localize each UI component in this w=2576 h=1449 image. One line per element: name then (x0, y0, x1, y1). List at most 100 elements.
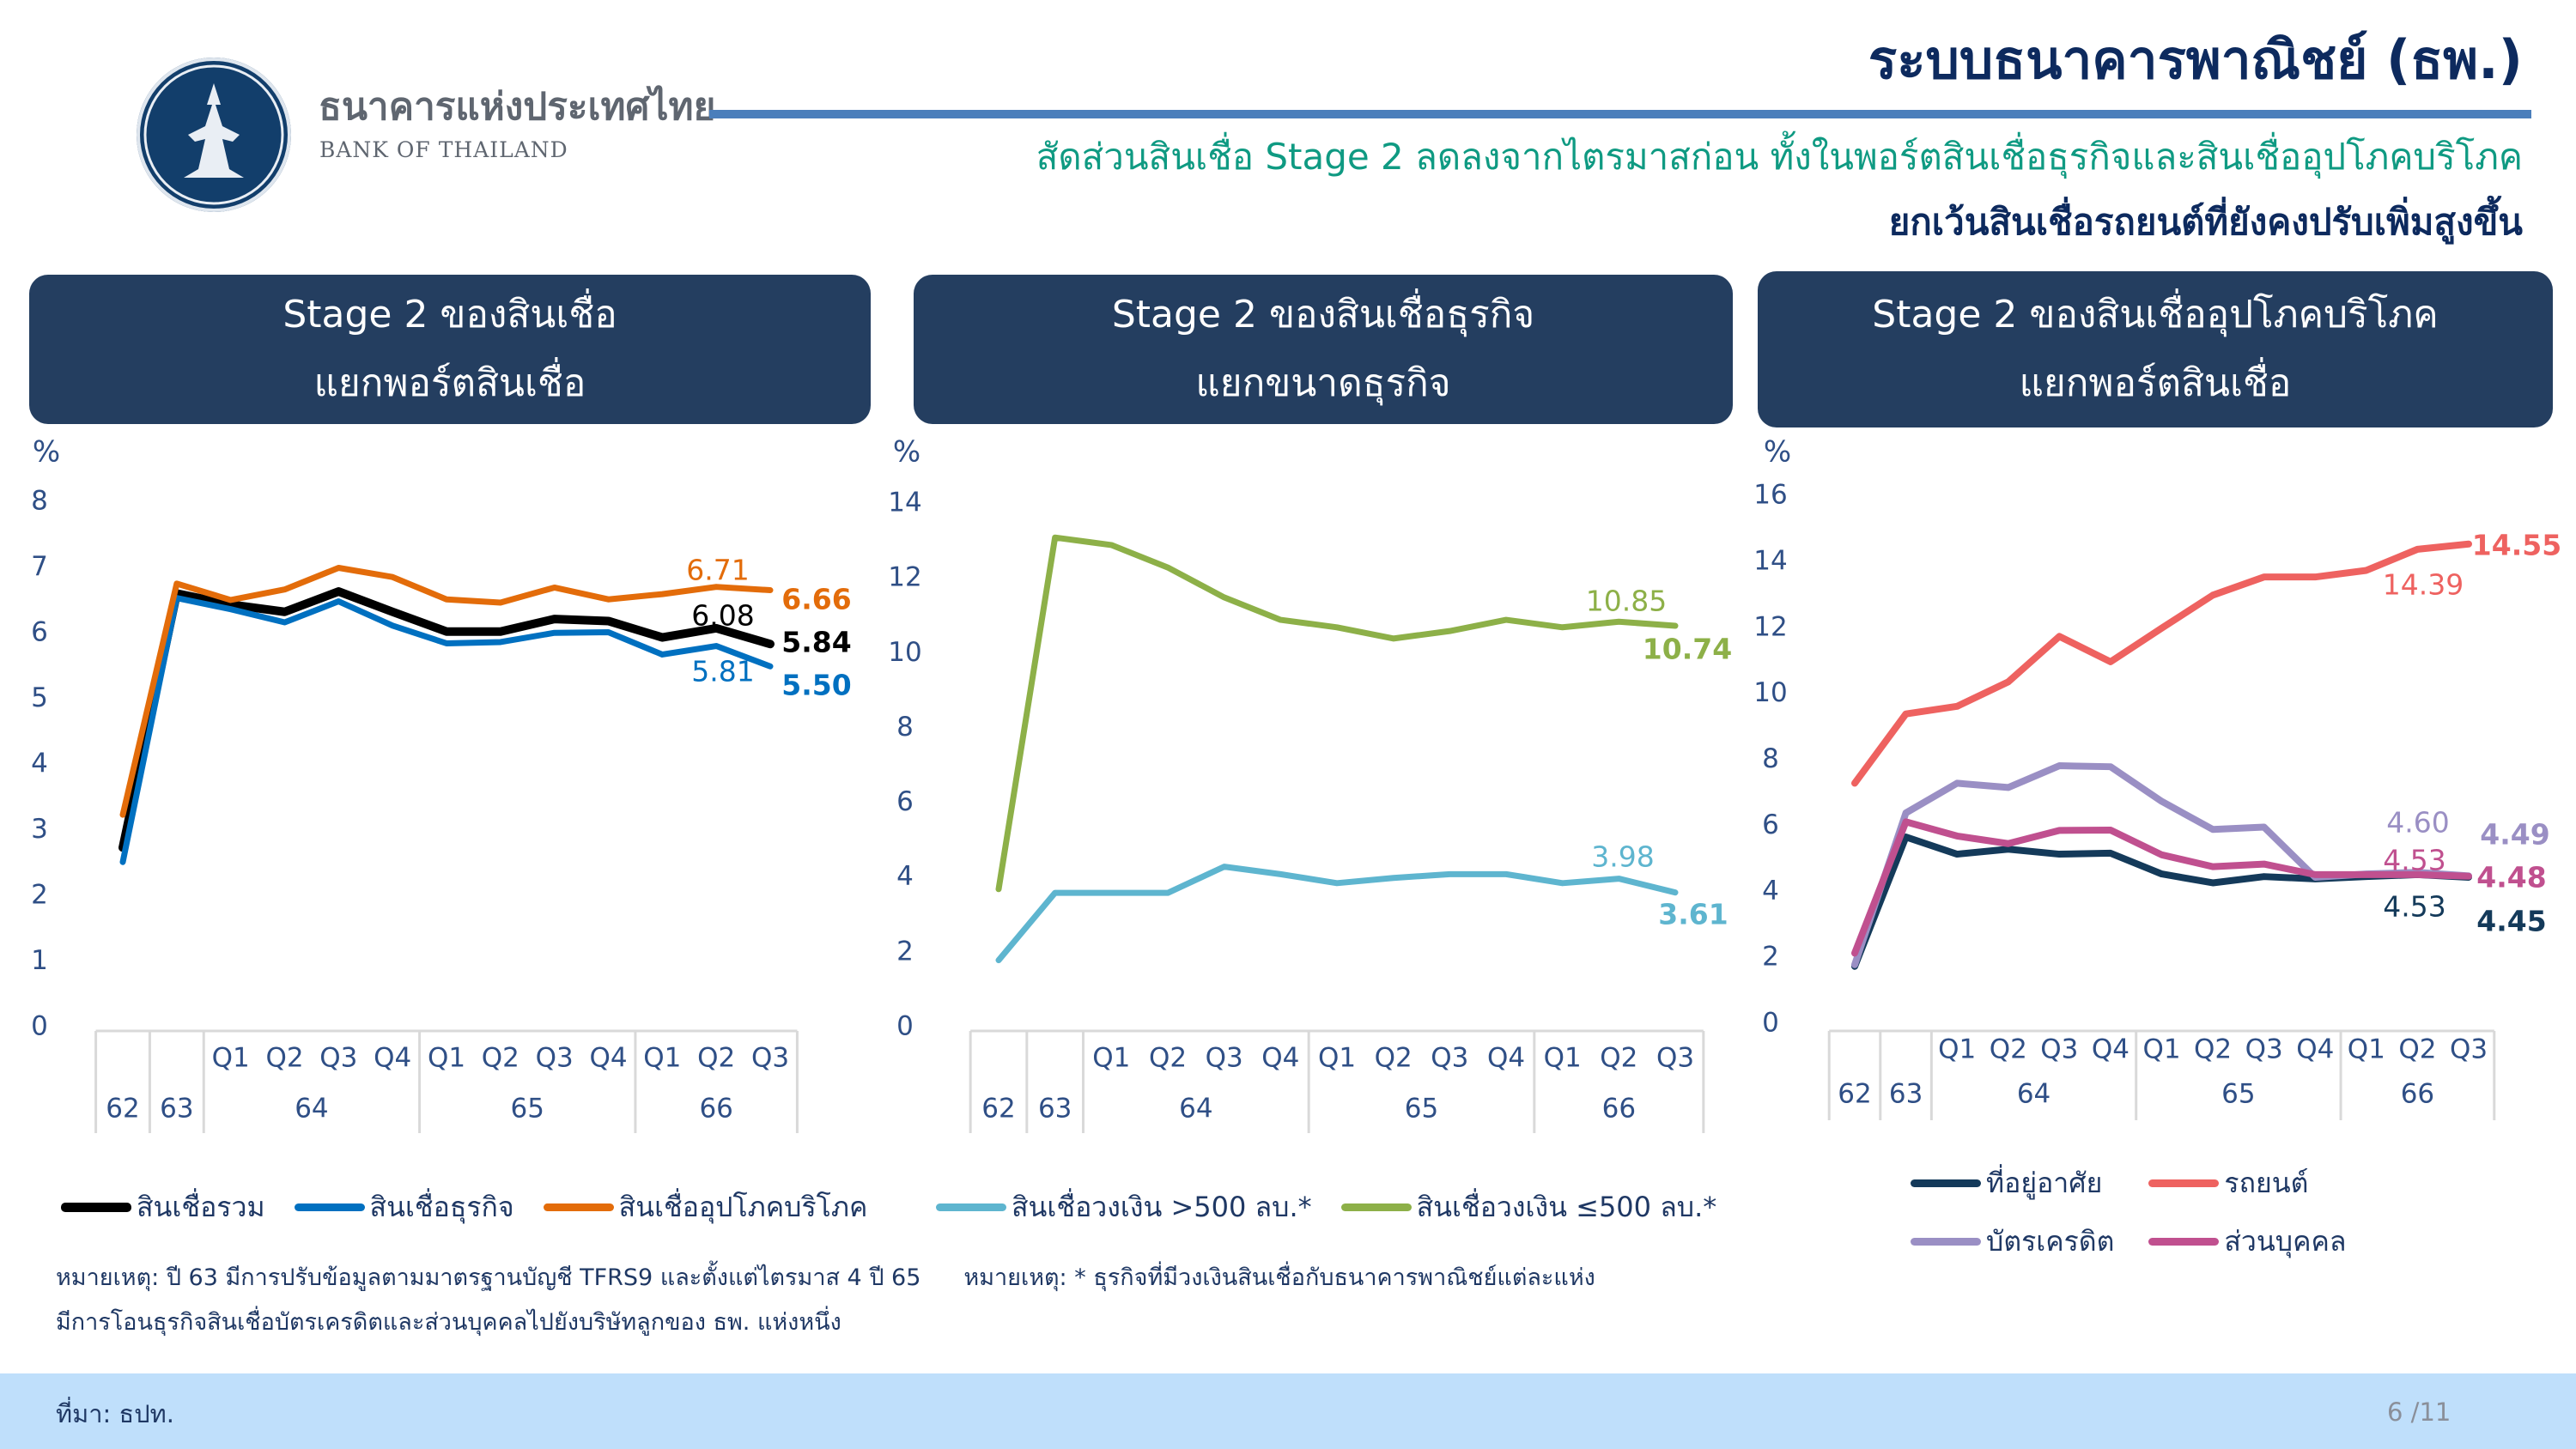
legend-swatch (2148, 1179, 2220, 1187)
x-quarter-label: Q1 (1938, 1034, 1976, 1065)
x-year-label: 64 (1179, 1094, 1212, 1125)
y-tick-label: 3 (31, 814, 48, 845)
legend-swatch (294, 1203, 365, 1211)
x-year-label: 63 (1889, 1079, 1923, 1110)
y-tick-label: 10 (888, 637, 921, 668)
x-year-label: 66 (1602, 1094, 1636, 1125)
subtitle-line-2: ยกเว้นสินเชื่อรถยนต์ที่ยังคงปรับเพิ่มสูง… (1888, 201, 2523, 243)
footnote-1: หมายเหตุ: ปี 63 มีการปรับข้อมูลตามมาตรฐา… (56, 1264, 920, 1337)
x-quarter-label: Q2 (1149, 1043, 1187, 1074)
panel-title-line-2: แยกพอร์ตสินเชื่อ (2019, 361, 2292, 405)
bank-of-thailand-logo (137, 58, 291, 212)
data-label: 10.85 (1586, 585, 1667, 618)
x-year-label: 65 (1405, 1094, 1438, 1125)
x-quarter-label: Q4 (1487, 1043, 1525, 1074)
legend-label: สินเชื่อวงเงิน ≤500 ลบ.* (1416, 1191, 1717, 1223)
x-year-label: 64 (2017, 1079, 2050, 1110)
panel-header-loan-portfolio: Stage 2 ของสินเชื่อ แยกพอร์ตสินเชื่อ (29, 275, 871, 424)
x-year-label: 64 (295, 1094, 328, 1125)
x-quarter-label: Q1 (1318, 1043, 1356, 1074)
legend-label: บัตรเครดิต (1986, 1225, 2115, 1258)
panel-title-line-1: Stage 2 ของสินเชื่อ (283, 293, 617, 336)
x-quarter-label: Q2 (1600, 1043, 1637, 1074)
x-year-label: 65 (2221, 1079, 2255, 1110)
legend-label: ส่วนบุคคล (2224, 1225, 2347, 1258)
legend-label: สินเชื่อธุรกิจ (369, 1191, 514, 1223)
source-text: ที่มา: ธปท. (56, 1399, 174, 1428)
panel-title-line-1: Stage 2 ของสินเชื่ออุปโภคบริโภค (1872, 293, 2439, 336)
panel-header-business-size: Stage 2 ของสินเชื่อธุรกิจ แยกขนาดธุรกิจ (914, 275, 1733, 424)
panel-header-consumer-portfolio: Stage 2 ของสินเชื่ออุปโภคบริโภค แยกพอร์ต… (1758, 271, 2553, 427)
legend-item-business-loans: สินเชื่อธุรกิจ (294, 1190, 514, 1224)
page-title: ระบบธนาคารพาณิชย์ (ธพ.) (1868, 28, 2523, 91)
x-quarter-label: Q2 (265, 1043, 303, 1074)
x-quarter-label: Q3 (2040, 1034, 2078, 1065)
data-label: 4.45 (2476, 905, 2546, 938)
data-label: 5.81 (691, 655, 754, 688)
footnote-1-line-1: หมายเหตุ: ปี 63 มีการปรับข้อมูลตามมาตรฐา… (56, 1264, 921, 1291)
legend-label: ที่อยู่อาศัย (1986, 1167, 2103, 1199)
legend-label: สินเชื่ออุปโภคบริโภค (618, 1191, 868, 1223)
x-quarter-label: Q3 (319, 1043, 357, 1074)
data-label: 3.98 (1591, 840, 1654, 874)
series-line-3 (1851, 762, 2472, 968)
data-label: 4.60 (2386, 806, 2449, 840)
y-tick-label: 8 (1762, 743, 1779, 774)
legend-swatch (61, 1202, 131, 1212)
chart-1: % 0 1 2 3 4 5 6 7 8 62 63 64 65 66 Q1 Q2 Q3 Q4 Q1 Q2 Q3 Q4 Q1 Q2… (31, 435, 852, 1133)
data-label: 14.55 (2472, 529, 2561, 562)
y-axis-unit-label: % (1764, 435, 1791, 470)
title-divider (709, 110, 2531, 118)
x-quarter-label: Q1 (2348, 1034, 2385, 1065)
x-quarter-label: Q4 (374, 1043, 411, 1074)
y-tick-label: 2 (1762, 942, 1779, 973)
data-label: 14.39 (2383, 568, 2464, 602)
data-label: 10.74 (1643, 633, 1732, 666)
legend-label: สินเชื่อรวม (137, 1191, 265, 1223)
x-quarter-label: Q4 (2296, 1034, 2334, 1065)
y-tick-label: 4 (896, 861, 914, 892)
x-quarter-label: Q3 (536, 1043, 574, 1074)
footnote-2: หมายเหตุ: * ธุรกิจที่มีวงเงินสินเชื่อกับ… (963, 1264, 1595, 1291)
legend-chart-2: สินเชื่อวงเงิน >500 ลบ.* สินเชื่อวงเงิน … (936, 1190, 1716, 1224)
legend-swatch (543, 1203, 614, 1211)
y-tick-label: 8 (896, 712, 914, 743)
x-quarter-label: Q3 (1206, 1043, 1243, 1074)
data-label: 5.84 (781, 626, 851, 659)
y-tick-label: 14 (1753, 545, 1787, 576)
legend-swatch (936, 1203, 1006, 1211)
x-year-label: 63 (160, 1094, 193, 1125)
series-line-1 (118, 587, 775, 852)
data-label: 5.50 (781, 669, 851, 702)
x-quarter-label: Q1 (2142, 1034, 2180, 1065)
bank-name-english: BANK OF THAILAND (319, 137, 568, 162)
y-tick-label: 10 (1753, 677, 1787, 708)
x-quarter-label: Q4 (2092, 1034, 2129, 1065)
y-tick-label: 5 (31, 682, 48, 713)
data-label: 4.53 (2383, 844, 2445, 877)
legend-chart-3: ที่อยู่อาศัย รถยนต์ บัตรเครดิต ส่วนบุคคล (1911, 1166, 2346, 1258)
x-quarter-label: Q3 (751, 1043, 789, 1074)
legend-label: สินเชื่อวงเงิน >500 ลบ.* (1012, 1191, 1312, 1223)
chart-2: % 0 2 4 6 8 10 12 14 62 63 64 65 66 Q1 Q2 Q3 Q4 Q1 Q2 Q3 Q4 Q1… (888, 435, 1732, 1133)
x-quarter-label: Q4 (589, 1043, 627, 1074)
panel-title-line-1: Stage 2 ของสินเชื่อธุรกิจ (1111, 293, 1535, 336)
y-tick-label: 1 (31, 945, 48, 976)
data-label: 4.53 (2383, 890, 2445, 924)
x-quarter-label: Q2 (482, 1043, 519, 1074)
x-quarter-label: Q1 (643, 1043, 681, 1074)
x-quarter-label: Q3 (1656, 1043, 1694, 1074)
legend-item-consumer-loans: สินเชื่ออุปโภคบริโภค (543, 1190, 868, 1224)
legend-chart-1: สินเชื่อรวม สินเชื่อธุรกิจ สินเชื่ออุปโภ… (61, 1190, 867, 1224)
y-axis-unit-label: % (33, 435, 60, 470)
garuda-emblem-icon (143, 64, 284, 205)
y-tick-label: 0 (1762, 1008, 1779, 1039)
y-tick-label: 2 (896, 936, 914, 967)
y-tick-label: 14 (888, 488, 921, 518)
legend-item-personal: ส่วนบุคคล (2148, 1224, 2346, 1258)
page-number: 6 /11 (2387, 1397, 2451, 1427)
x-year-label: 62 (981, 1094, 1015, 1125)
legend-item-auto: รถยนต์ (2148, 1166, 2346, 1200)
panel-title-line-2: แยกพอร์ตสินเชื่อ (313, 361, 586, 405)
series-line-2 (995, 534, 1679, 893)
